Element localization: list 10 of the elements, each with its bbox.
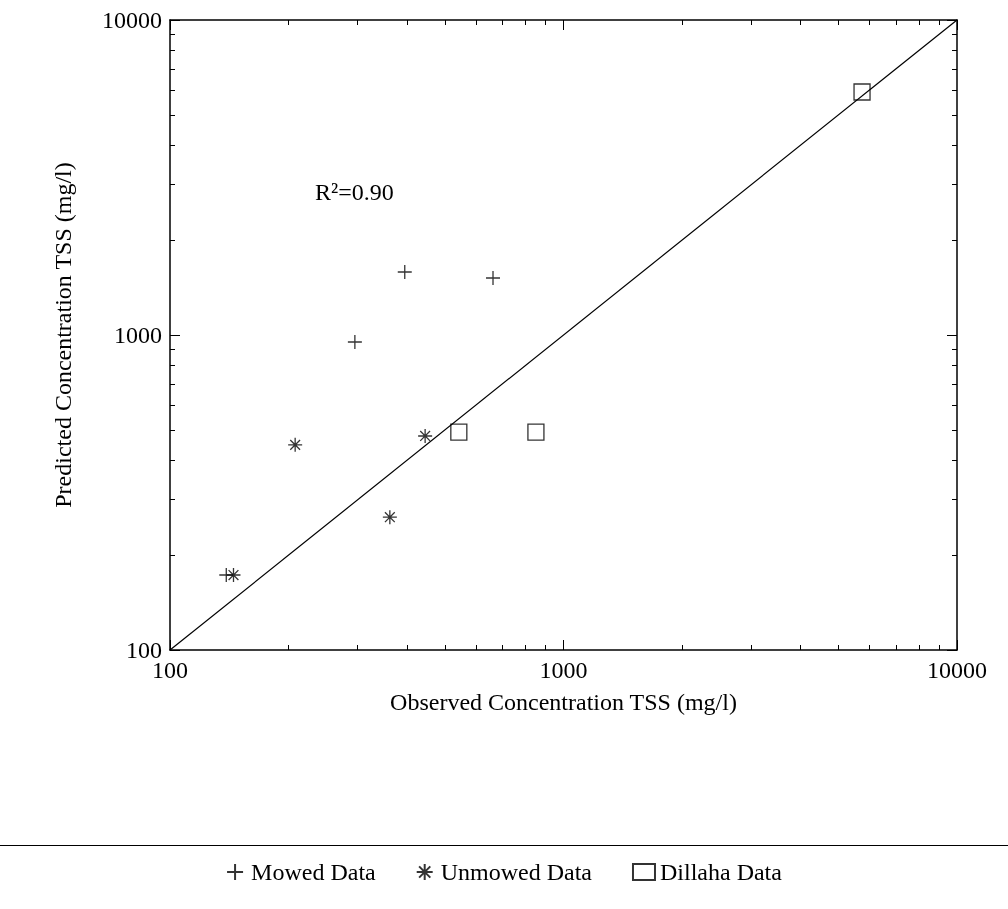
x-axis-title: Observed Concentration TSS (mg/l) xyxy=(390,689,737,715)
legend-label: Mowed Data xyxy=(251,859,377,885)
legend-label: Dillaha Data xyxy=(659,859,783,885)
legend-label: Unmowed Data xyxy=(440,859,593,885)
y-tick-label: 1000 xyxy=(114,322,162,348)
annotation: R²=0.90 xyxy=(315,179,394,205)
y-tick-label: 10000 xyxy=(102,7,162,33)
x-tick-label: 1000 xyxy=(539,657,588,683)
x-tick-label: 10000 xyxy=(927,657,987,683)
y-axis-title: Predicted Concentration TSS (mg/l) xyxy=(50,162,76,508)
